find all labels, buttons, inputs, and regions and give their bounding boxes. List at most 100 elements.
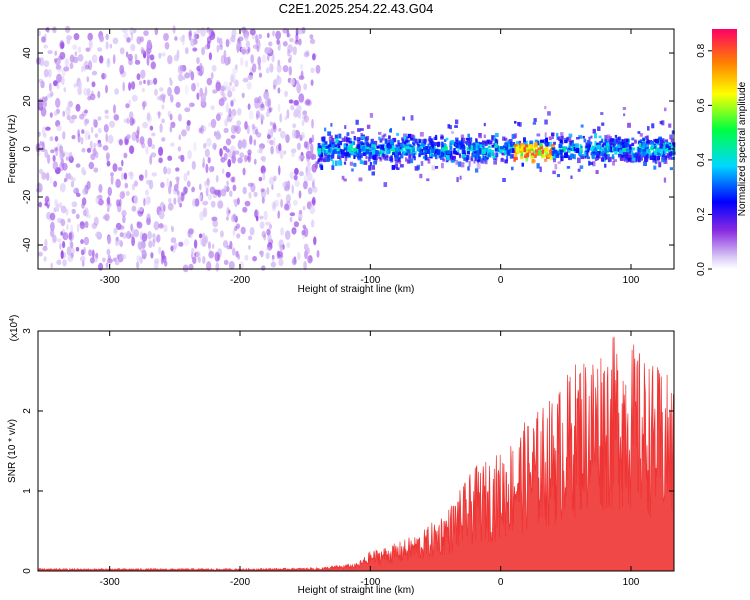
spectrogram-cell — [49, 212, 56, 221]
spectrogram-cell — [190, 82, 197, 92]
spectrogram-cell — [269, 63, 274, 73]
spectrogram-cell — [225, 148, 230, 153]
spectrogram-cell — [121, 209, 127, 217]
spectrogram-cell — [379, 138, 383, 143]
spectrogram-cell — [419, 144, 423, 148]
spectrogram-cell — [298, 75, 305, 81]
spectrogram-cell — [260, 188, 265, 193]
spectrogram-cell — [98, 262, 104, 271]
spectrogram-cell — [397, 149, 402, 155]
spectrogram-cell — [56, 259, 62, 266]
spectrogram-cell — [131, 205, 137, 212]
spectrogram-cell — [413, 138, 417, 144]
spectrogram-cell — [248, 110, 254, 120]
spectrogram-cell — [234, 79, 239, 88]
spectrogram-cell — [619, 149, 622, 154]
spectrogram-cell — [444, 139, 447, 142]
spectrogram-cell — [122, 254, 127, 260]
spectrogram-cell — [513, 145, 516, 149]
spectrogram-cell — [244, 59, 249, 68]
spectrogram-cell — [60, 205, 67, 214]
spectrogram-cell — [196, 92, 200, 100]
spectrogram-cell — [75, 246, 80, 252]
spectrogram-cell — [71, 208, 76, 214]
spectrogram-cell — [669, 134, 673, 140]
spectrogram-cell — [109, 43, 113, 49]
spectrogram-cell — [376, 145, 380, 149]
spectrogram-cell — [625, 153, 629, 159]
spectrogram-cell — [106, 197, 109, 204]
spectrogram-cell — [639, 154, 643, 158]
spectrogram-cell — [431, 154, 435, 157]
spectrogram-cell — [409, 144, 412, 147]
spectrogram-cell — [520, 152, 523, 158]
spectrogram-cell — [272, 124, 277, 133]
spectrogram-cell — [384, 146, 387, 150]
spectrogram-cell — [560, 132, 564, 136]
spectrogram-cell — [628, 157, 632, 163]
spectrogram-cell — [644, 147, 649, 152]
spectrogram-cell — [168, 185, 172, 195]
spectrogram-cell — [666, 142, 670, 145]
spectrogram-cell — [434, 166, 439, 169]
spectrogram-cell — [200, 124, 204, 135]
spectrogram-cell — [246, 155, 250, 161]
spectrogram-cell — [208, 250, 214, 258]
spectrogram-cell — [388, 135, 391, 140]
spectrogram-cell — [474, 155, 477, 161]
spectrogram-cell — [91, 70, 98, 76]
spectrogram-cell — [368, 151, 371, 156]
spectrogram-cell — [174, 36, 178, 41]
spectrogram-cell — [379, 156, 382, 160]
spectrogram-cell — [271, 184, 274, 190]
spectrogram-cell — [364, 138, 369, 144]
spectrogram-cell — [449, 125, 452, 130]
spectrogram-cell — [84, 60, 88, 67]
spectrogram-cell — [399, 153, 404, 159]
spectrogram-cell — [520, 156, 524, 160]
spectrogram-cell — [217, 253, 221, 261]
spectrogram-cell — [626, 138, 629, 142]
spectrogram-cell — [285, 194, 291, 203]
spectrogram-cell — [431, 165, 436, 171]
spectrogram-cell — [583, 138, 587, 143]
spectrogram-cell — [359, 148, 362, 154]
spectrogram-cell — [178, 73, 183, 82]
spectrogram-cell — [507, 143, 512, 149]
spectrogram-cell — [301, 119, 305, 127]
spectrogram-cell — [88, 134, 91, 140]
spectrogram-cell — [139, 136, 145, 145]
spectrogram-cell — [453, 150, 457, 155]
spectrogram-cell — [344, 136, 348, 142]
spectrogram-cell — [311, 134, 315, 143]
spectrogram-cell — [83, 236, 90, 246]
spectrogram-cell — [287, 49, 291, 57]
spectrogram-cell — [661, 158, 666, 163]
spectrogram-cell — [356, 144, 361, 149]
spectrogram-cell — [81, 260, 85, 267]
spectrogram-cell — [60, 42, 65, 49]
spectrogram-cell — [68, 151, 73, 161]
spectrogram-cell — [131, 227, 135, 238]
spectrogram-cell — [196, 57, 200, 64]
colorbar-tick-label: 0.8 — [696, 43, 707, 57]
spectrogram-cell — [493, 142, 496, 147]
spectrogram-cell — [568, 145, 571, 150]
spectrogram-cell — [604, 135, 608, 140]
spectrogram-cell — [515, 150, 520, 154]
spectrogram-cell — [84, 118, 90, 124]
spectrogram-cell — [512, 142, 515, 147]
spectrogram-cell — [81, 197, 87, 206]
spectrogram-cell — [671, 157, 675, 160]
spectrogram-cell — [298, 190, 302, 199]
spectrogram-cell — [74, 51, 78, 56]
spectrogram-cell — [495, 156, 498, 161]
spectrogram-cell — [348, 140, 353, 144]
spectrogram-cell — [642, 151, 646, 157]
spectrogram-cell — [127, 53, 133, 61]
spectrogram-cell — [119, 64, 125, 75]
spectrogram-cell — [408, 153, 412, 159]
spectrogram-cell — [146, 56, 150, 66]
spectrogram-cell — [283, 150, 287, 155]
spectrogram-cell — [525, 158, 529, 162]
